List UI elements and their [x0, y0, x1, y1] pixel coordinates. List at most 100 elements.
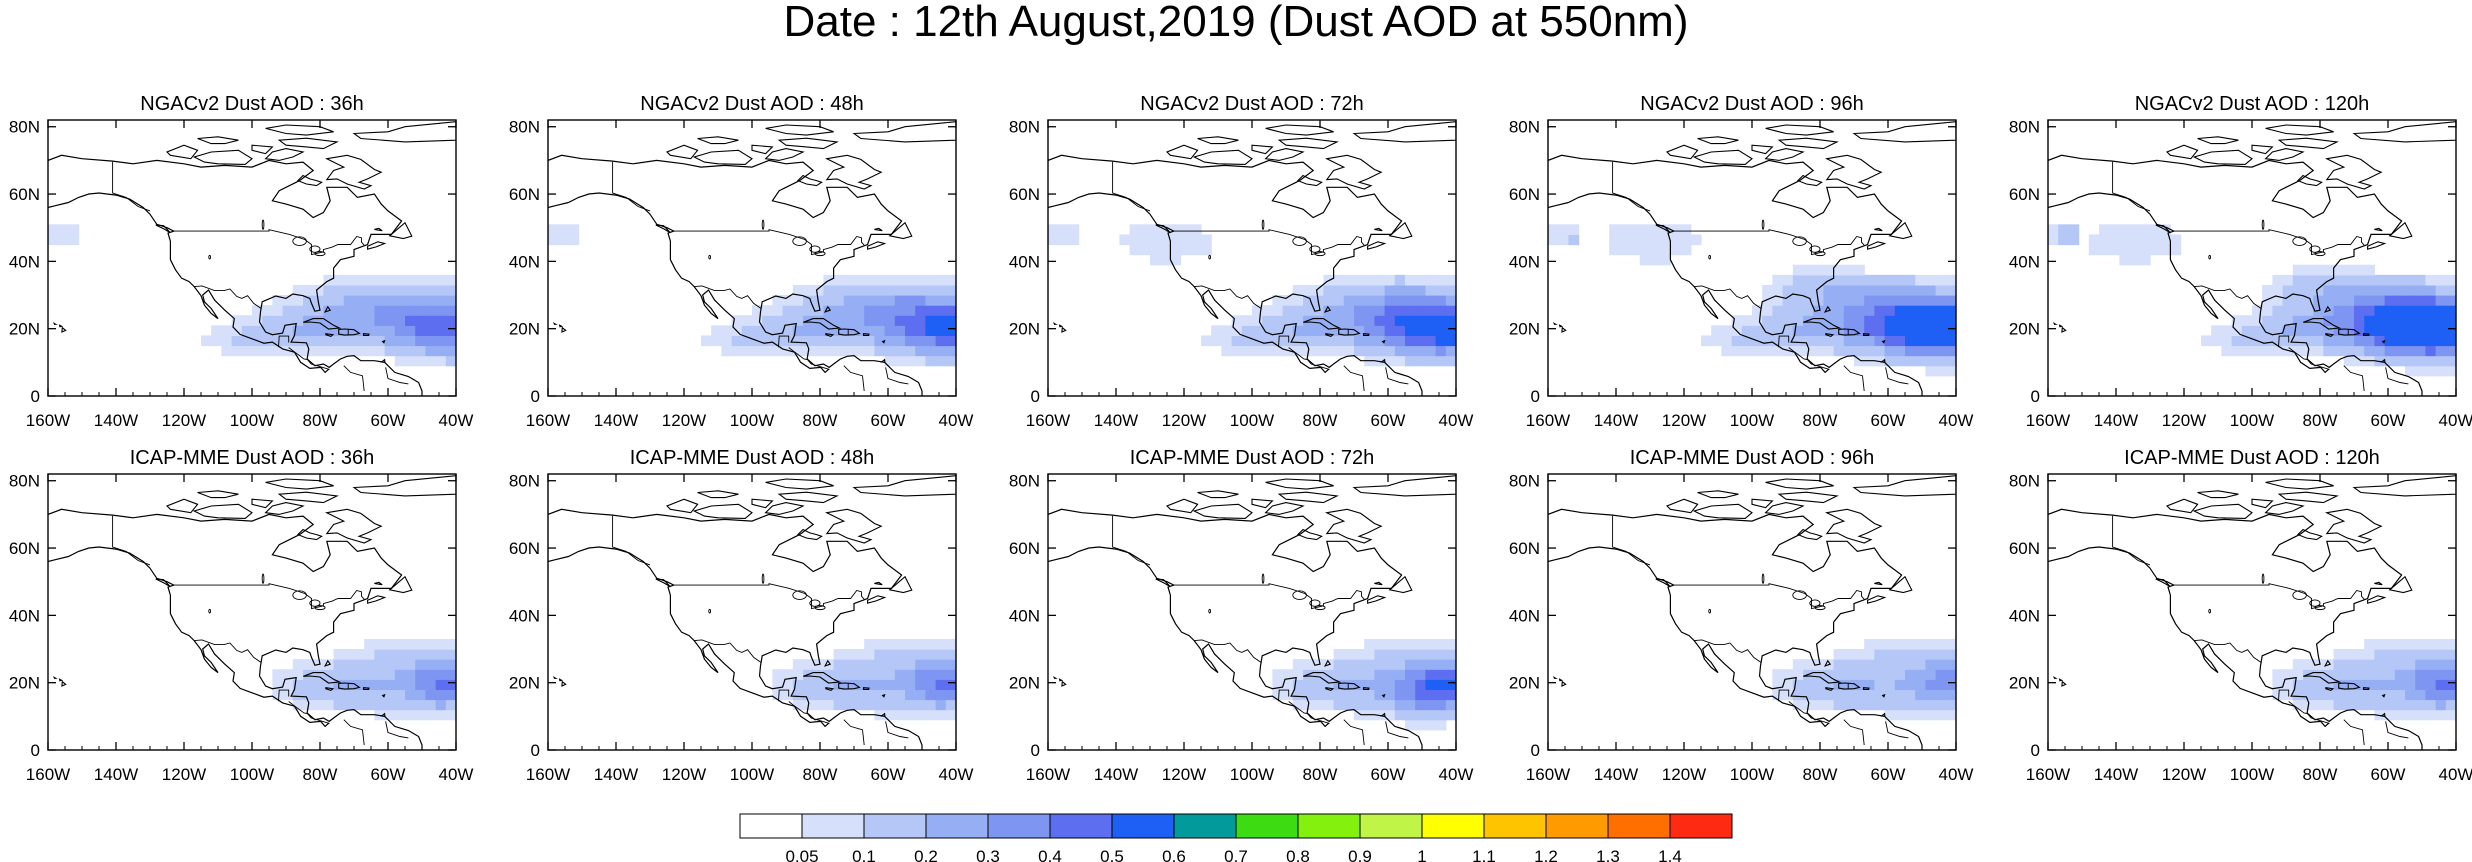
island-outline: [2264, 148, 2305, 161]
aod-cell: [1415, 274, 1426, 286]
aod-cell: [394, 325, 406, 337]
aod-cell: [1374, 335, 1386, 347]
aod-cell: [884, 689, 896, 701]
island-outline: [1825, 508, 1883, 544]
aod-cell: [1792, 264, 1804, 276]
aod-cell: [1364, 345, 1375, 357]
aod-cell: [833, 699, 845, 711]
aod-cell: [1292, 305, 1304, 316]
aod-cell: [1945, 689, 1956, 701]
aod-cell: [1262, 315, 1273, 326]
aod-cell: [1762, 284, 1773, 296]
aod-cell: [2435, 325, 2447, 337]
aod-cell: [1711, 335, 1722, 347]
aod-cell: [394, 699, 406, 711]
aod-cell: [1905, 315, 1916, 326]
aod-cell: [2282, 284, 2294, 296]
y-tick-label: 20N: [509, 320, 540, 339]
aod-cell: [2384, 638, 2396, 650]
aod-cell: [292, 659, 304, 670]
colorbar-label: 0.4: [1038, 847, 1062, 862]
island-outline: [166, 144, 199, 160]
aod-cell: [2415, 365, 2426, 377]
aod-cell: [445, 649, 456, 660]
lake-outline: [1761, 573, 1765, 584]
aod-cell: [231, 315, 243, 326]
island-outline: [374, 227, 383, 232]
aod-cell: [1792, 689, 1804, 701]
aod-cell: [2354, 679, 2365, 691]
island-outline: [2265, 478, 2334, 490]
aod-cell: [2058, 234, 2069, 246]
aod-cell: [2374, 669, 2386, 680]
aod-cell: [1813, 325, 1824, 337]
aod-cell: [425, 274, 437, 286]
island-outline: [251, 498, 274, 509]
aod-cell: [2374, 689, 2386, 701]
colorbar-swatch: [987, 813, 1051, 839]
aod-cell: [2374, 699, 2386, 711]
aod-cell: [415, 659, 426, 670]
aod-cell: [1548, 234, 1559, 246]
aod-cell: [1894, 274, 1906, 286]
aod-cell: [384, 305, 396, 316]
country-border: [885, 367, 909, 385]
aod-cell: [425, 669, 437, 680]
aod-cell: [884, 274, 896, 286]
island-outline: [874, 227, 883, 232]
aod-cell: [762, 335, 773, 347]
aod-cell: [1415, 649, 1426, 660]
country-border: [694, 639, 762, 664]
aod-cell: [1874, 284, 1886, 296]
x-tick-label: 100W: [730, 411, 774, 430]
aod-cell: [303, 689, 314, 701]
aod-cell: [1282, 679, 1294, 691]
aod-cell: [2272, 305, 2284, 316]
island-outline: [1166, 498, 1199, 514]
lake-outline: [1314, 605, 1326, 611]
aod-cell: [1772, 689, 1784, 701]
aod-cell: [425, 679, 437, 691]
aod-cell: [405, 325, 416, 337]
island-outline: [1061, 326, 1067, 333]
aod-cell: [2282, 679, 2294, 691]
aod-cell: [1701, 335, 1712, 347]
aod-cell: [2364, 325, 2375, 337]
aod-cell: [2364, 315, 2375, 326]
aod-cell: [813, 325, 824, 337]
aod-cell: [2374, 295, 2386, 306]
aod-cell: [1833, 659, 1845, 670]
island-outline: [296, 528, 323, 541]
aod-cell: [823, 335, 835, 347]
aod-cell: [1945, 649, 1956, 660]
aod-cell: [1792, 345, 1804, 357]
island-outline: [1852, 475, 1956, 497]
aod-cell: [1364, 669, 1375, 680]
island-outline: [1052, 322, 1058, 325]
aod-cell: [2303, 679, 2314, 691]
aod-cell: [2394, 689, 2406, 701]
aod-cell: [445, 689, 456, 701]
y-tick-label: 80N: [509, 472, 540, 491]
aod-cell: [1823, 345, 1835, 357]
aod-cell: [945, 638, 956, 650]
lake-outline: [1314, 251, 1326, 257]
aod-cell: [884, 355, 896, 367]
aod-cell: [548, 234, 559, 246]
aod-cell: [2303, 284, 2314, 296]
aod-cell: [1894, 699, 1906, 711]
aod-cell: [1680, 244, 1692, 256]
aod-cell: [1813, 699, 1824, 711]
aod-cell: [333, 699, 345, 711]
aod-cell: [1833, 669, 1845, 680]
aod-cell: [2384, 315, 2396, 326]
colorbar-label: 0.2: [914, 847, 938, 862]
aod-cell: [1864, 669, 1875, 680]
aod-cell: [1548, 224, 1559, 236]
aod-cell: [945, 709, 956, 721]
aod-cell: [925, 335, 937, 347]
aod-cell: [2364, 679, 2375, 691]
aod-cell: [1874, 659, 1886, 670]
aod-cell: [2374, 638, 2386, 650]
aod-cell: [1568, 224, 1580, 236]
